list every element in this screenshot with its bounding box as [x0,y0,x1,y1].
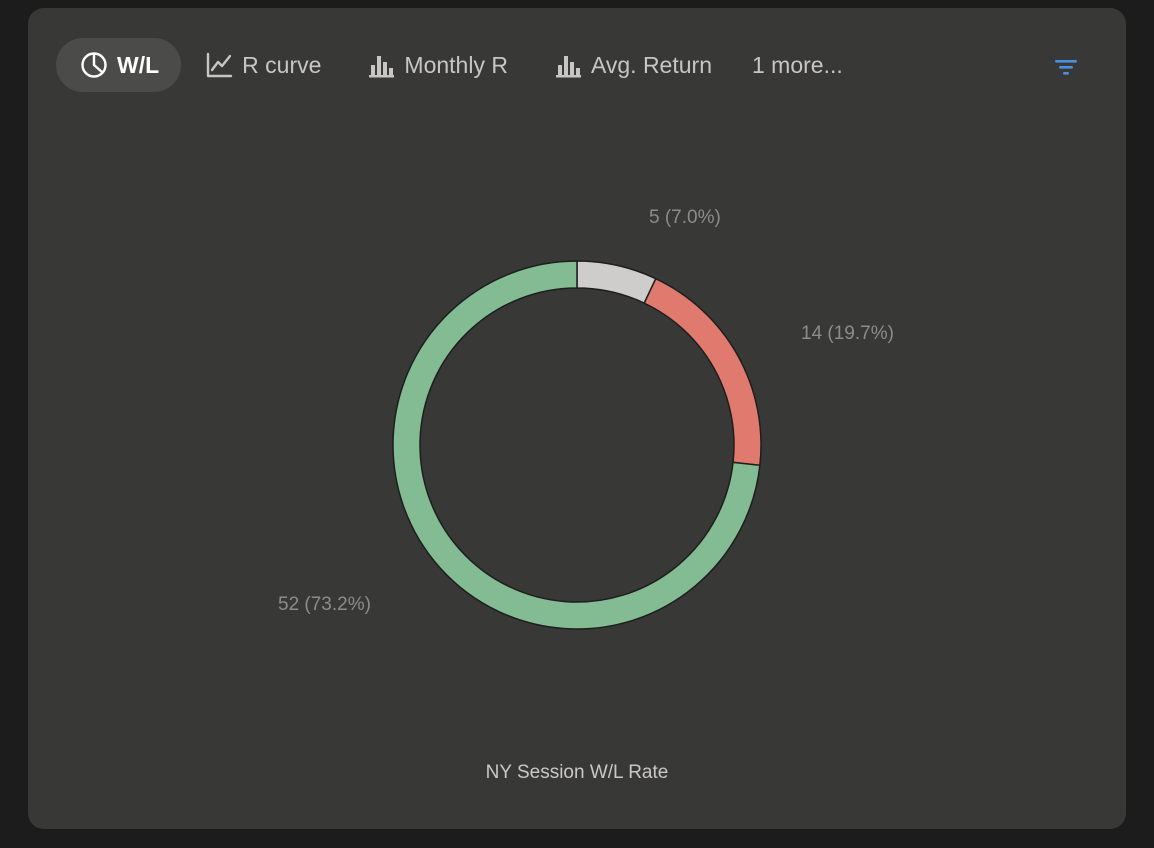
filter-button[interactable] [1050,54,1082,80]
chart-title: NY Session W/L Rate [485,762,669,783]
tab-wl[interactable]: W/L [56,38,182,92]
chart-panel: W/L R curve Monthly R [28,8,1126,829]
chart-tab-bar: W/L R curve Monthly R [56,38,865,92]
tab-label: W/L [117,51,160,78]
tab-monthly-r[interactable]: Monthly R [343,38,530,92]
pie-chart-icon [80,51,108,79]
line-chart-icon [205,51,233,79]
filter-icon [1055,60,1077,75]
bar-chart-icon [554,51,582,79]
donut-chart [392,260,762,630]
tab-avg-return[interactable]: Avg. Return [530,38,734,92]
tab-more[interactable]: 1 more... [734,38,865,92]
slice-win[interactable] [392,260,761,630]
slice-label-loss: 14 (19.7%) [801,323,894,344]
slice-breakeven[interactable] [576,260,657,305]
tab-label: 1 more... [751,51,843,78]
slice-loss[interactable] [643,277,762,467]
tab-r-curve[interactable]: R curve [181,38,343,92]
slice-label-win: 52 (73.2%) [278,594,371,615]
tab-label: Monthly R [404,51,508,78]
slice-label-breakeven: 5 (7.0%) [649,207,721,228]
tab-label: R curve [242,51,322,78]
tab-label: Avg. Return [590,51,712,78]
bar-chart-icon [367,51,395,79]
